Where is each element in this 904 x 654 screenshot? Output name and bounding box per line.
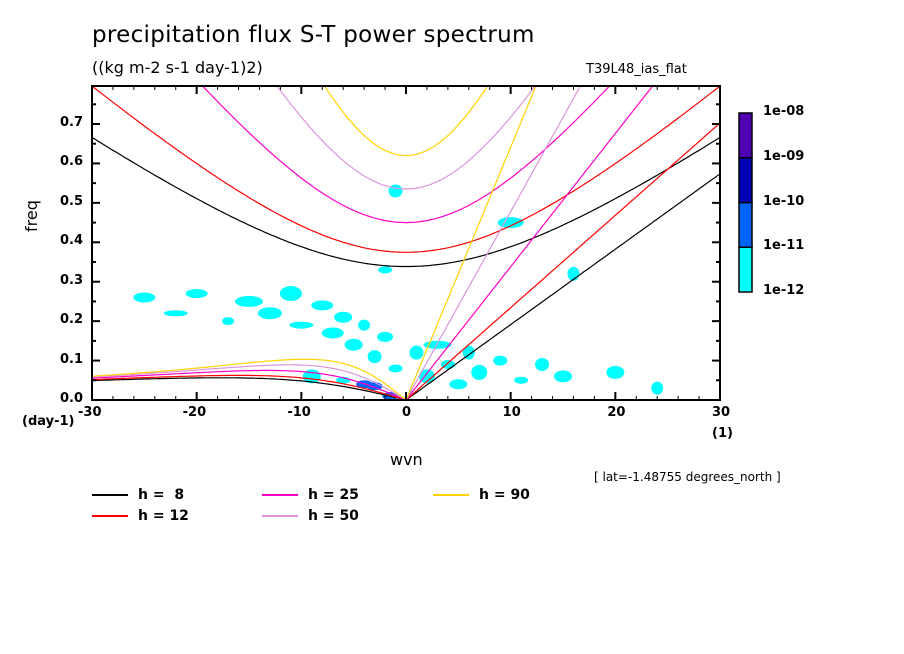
x-units-label: (1) — [712, 426, 733, 441]
y-tick-label: 0.3 — [60, 272, 84, 288]
power-patch — [367, 350, 382, 364]
power-patch — [535, 358, 550, 372]
power-patch — [388, 184, 403, 198]
power-patch — [388, 364, 403, 373]
legend-label: h = 12 — [138, 508, 189, 524]
power-patch — [651, 381, 664, 395]
kelvin-curve-h25 — [405, 86, 654, 400]
legend-swatch — [262, 494, 298, 496]
legend-item: h = 12 — [92, 508, 189, 524]
inertio-gravity-curve-h25 — [201, 86, 611, 224]
power-patch — [344, 338, 363, 351]
power-patch — [409, 345, 424, 360]
power-patch — [257, 307, 282, 320]
rossby-curve-h8 — [92, 377, 407, 400]
power-patch — [279, 286, 302, 302]
power-patch — [311, 300, 334, 311]
legend-label: h = 25 — [308, 487, 359, 503]
x-axis-label: wvn — [390, 450, 423, 469]
y-tick-label: 0.4 — [60, 233, 84, 249]
latitude-annotation: [ lat=-1.48755 degrees_north ] — [594, 470, 781, 484]
power-patch — [358, 319, 371, 331]
colorbar-label: 1e-10 — [763, 193, 805, 209]
chart-title: precipitation flux S-T power spectrum — [92, 22, 535, 48]
power-patch — [378, 266, 393, 274]
plot-frame — [91, 85, 721, 401]
power-contours — [133, 184, 664, 400]
x-tick-label: -10 — [287, 405, 311, 420]
rossby-curve-h25 — [92, 369, 407, 400]
colorbar-label: 1e-11 — [763, 238, 805, 254]
x-tick-label: -30 — [78, 405, 102, 420]
legend-swatch — [92, 515, 128, 517]
colorbar-label: 1e-08 — [763, 104, 805, 119]
legend-swatch — [433, 494, 469, 496]
power-patch — [377, 331, 394, 342]
inertio-gravity-curve-h12 — [92, 86, 720, 253]
power-patch — [449, 379, 468, 390]
power-patch — [289, 321, 314, 329]
x-tick-label: -20 — [182, 405, 207, 420]
legend-item: h = 90 — [433, 487, 530, 503]
rossby-curve-h90 — [92, 358, 407, 400]
y-tick-label: 0.7 — [60, 115, 84, 130]
rossby-curve-h12 — [92, 374, 407, 400]
kelvin-curve-h8 — [405, 173, 720, 400]
colorbar-swatch — [738, 112, 753, 159]
power-patch — [423, 340, 452, 349]
legend-label: h = 90 — [479, 487, 530, 503]
colorbar-label: 1e-12 — [763, 283, 805, 298]
power-patch — [321, 327, 344, 339]
power-patch — [185, 289, 208, 299]
colorbar-swatch — [738, 246, 753, 293]
power-patch — [514, 376, 529, 384]
rossby-curve-h50 — [92, 364, 407, 400]
power-patch — [418, 369, 435, 384]
power-patch — [497, 217, 524, 229]
dispersion-curves — [92, 86, 720, 400]
colorbar — [738, 112, 753, 293]
power-patch — [462, 345, 475, 360]
power-patch — [554, 370, 572, 383]
legend-swatch — [262, 515, 298, 517]
inertio-gravity-curve-h50 — [276, 86, 536, 190]
kelvin-curve-h90 — [405, 86, 537, 400]
x-tick-label: 20 — [607, 405, 626, 420]
y-axis-label: freq — [22, 200, 41, 232]
legend-item: h = 8 — [92, 487, 184, 503]
run-label: T39L48_ias_flat — [586, 62, 687, 77]
y-tick-label: 0.6 — [60, 154, 84, 170]
chart-subtitle: ((kg m-2 s-1 day-1)2) — [92, 58, 263, 77]
x-tick-label: 10 — [502, 405, 521, 420]
power-patch — [334, 311, 353, 323]
legend-swatch — [92, 494, 128, 496]
colorbar-label: 1e-09 — [763, 148, 805, 164]
power-patch — [163, 310, 188, 317]
axis-ticks — [91, 86, 721, 401]
y-tick-label: 0.2 — [60, 312, 84, 328]
power-patch — [133, 292, 156, 303]
power-patch — [493, 355, 508, 366]
x-tick-label: 30 — [712, 405, 731, 420]
legend-label: h = 50 — [308, 508, 359, 524]
kelvin-curve-h12 — [405, 122, 720, 400]
power-patch — [471, 364, 488, 380]
kelvin-curve-h50 — [405, 86, 582, 400]
power-patch — [235, 295, 263, 307]
legend-item: h = 50 — [262, 508, 359, 524]
y-tick-label: 0.1 — [60, 351, 84, 367]
colorbar-swatch — [738, 201, 753, 248]
power-patch — [606, 365, 625, 379]
inertio-gravity-curve-h90 — [323, 86, 489, 157]
y-tick-label: 0.0 — [60, 391, 84, 406]
legend-item: h = 25 — [262, 487, 359, 503]
power-patch — [222, 317, 235, 326]
x-tick-label: 0 — [402, 405, 412, 420]
inertio-gravity-curve-h8 — [92, 136, 720, 268]
colorbar-swatch — [738, 157, 753, 204]
y-tick-label: 0.5 — [60, 193, 84, 209]
legend-label: h = 8 — [138, 487, 185, 503]
y-units-label: (day-1) — [22, 414, 75, 429]
